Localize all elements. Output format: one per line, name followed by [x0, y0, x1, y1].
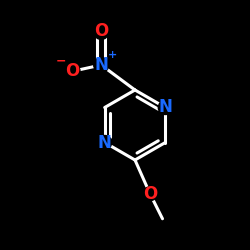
Circle shape — [94, 26, 108, 40]
Text: N: N — [94, 56, 108, 74]
Text: −: − — [55, 54, 66, 67]
Text: O: O — [66, 62, 80, 80]
Text: N: N — [98, 134, 112, 152]
Circle shape — [143, 187, 157, 201]
Text: N: N — [158, 98, 172, 116]
Circle shape — [65, 64, 80, 79]
Text: O: O — [94, 22, 108, 40]
Text: O: O — [143, 185, 157, 203]
Circle shape — [94, 58, 109, 72]
Circle shape — [158, 100, 172, 114]
Circle shape — [98, 136, 112, 149]
Text: +: + — [108, 50, 117, 59]
